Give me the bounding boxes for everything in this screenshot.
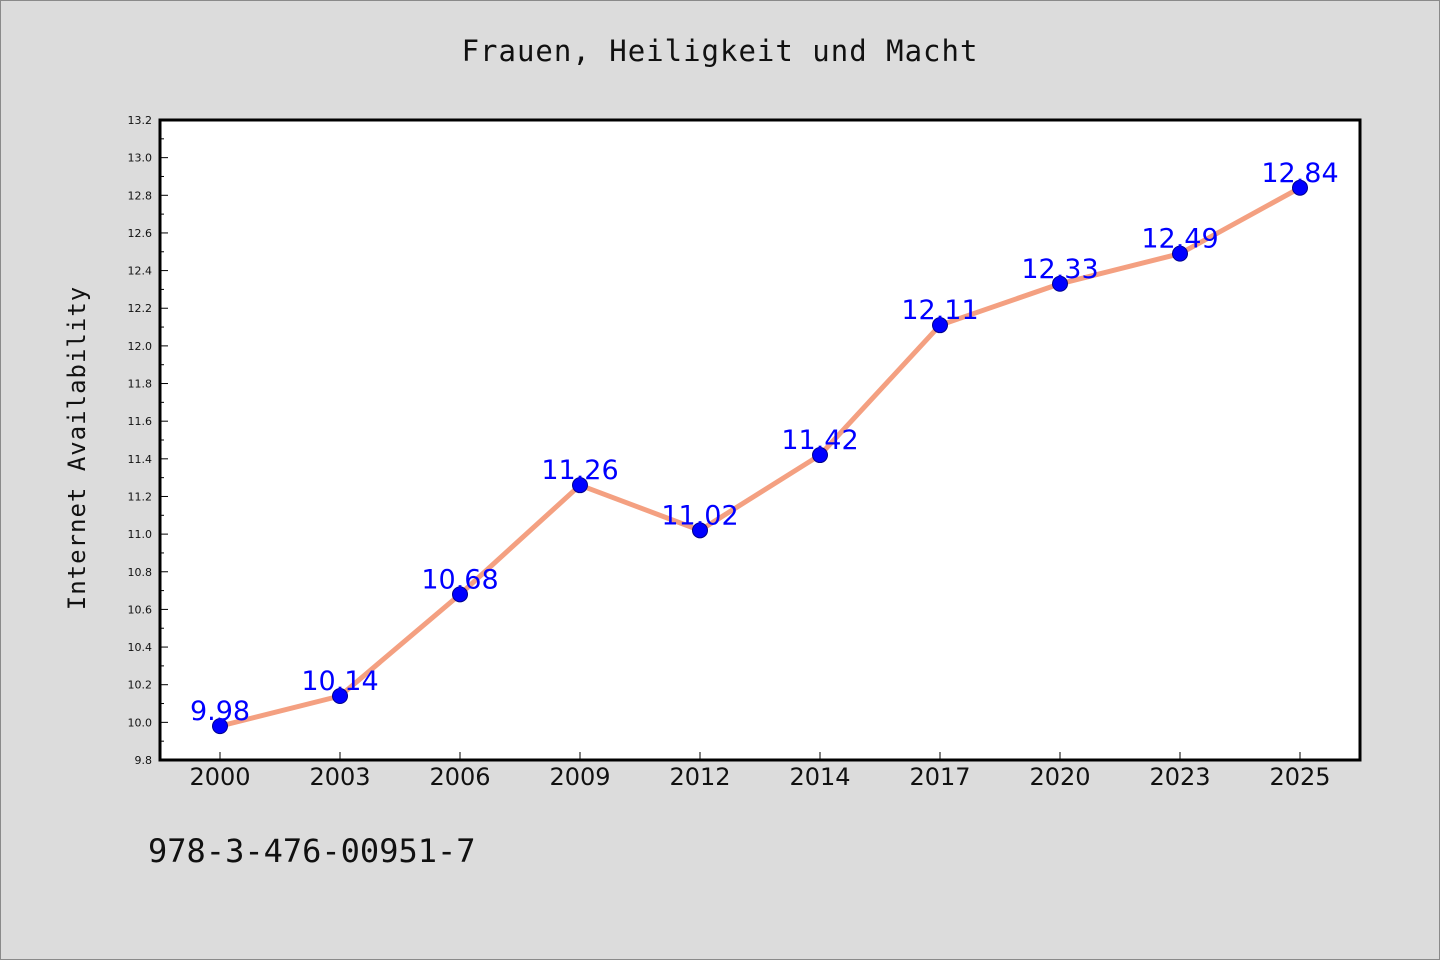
x-tick-label: 2003	[309, 763, 370, 791]
x-tick-label: 2023	[1149, 763, 1210, 791]
y-tick-label: 12.6	[128, 227, 153, 240]
y-tick-label: 11.0	[128, 528, 153, 541]
y-tick-label: 10.6	[128, 603, 153, 616]
data-label: 12.33	[1021, 254, 1098, 285]
series-line-group	[219, 185, 1302, 729]
data-point	[1292, 179, 1308, 196]
x-tick-label: 2000	[189, 763, 250, 791]
data-label: 12.49	[1141, 224, 1218, 255]
chart-title: Frauen, Heiligkeit und Macht	[461, 34, 979, 68]
data-point	[1172, 245, 1188, 262]
data-point	[1052, 275, 1068, 292]
data-label: 10.14	[301, 666, 378, 697]
marker-group	[212, 179, 1308, 735]
y-tick-label: 12.4	[128, 265, 153, 278]
x-tick-label: 2012	[669, 763, 730, 791]
y-tick-label: 13.0	[128, 152, 153, 165]
x-tick-label: 2006	[429, 763, 490, 791]
data-point	[452, 586, 468, 603]
x-tick-label: 2020	[1029, 763, 1090, 791]
data-label: 11.42	[781, 425, 858, 456]
x-tick-label: 2009	[549, 763, 610, 791]
data-label: 12.84	[1261, 158, 1338, 189]
y-tick-label: 10.4	[128, 641, 153, 654]
y-tick-label: 13.2	[128, 114, 153, 127]
series-line	[219, 185, 1302, 729]
data-label: 10.68	[421, 564, 498, 595]
data-label: 9.98	[190, 696, 250, 727]
y-tick-label: 9.8	[135, 754, 153, 767]
x-axis: 2000 2003 2006 2009 2012 2014 2017 2020 2023 2025	[189, 752, 1331, 791]
x-tick-label: 2014	[789, 763, 850, 791]
data-label-group: 9.98 10.14 10.68 11.26 11.02 11.42 12.11 12.33 1…	[190, 158, 1339, 727]
data-label: 11.02	[661, 500, 738, 531]
y-tick-label: 11.6	[128, 415, 153, 428]
data-point	[932, 317, 948, 334]
y-tick-label: 11.4	[128, 453, 153, 466]
y-tick-label: 12.0	[128, 340, 153, 353]
y-tick-label: 12.8	[128, 189, 153, 202]
x-tick-label: 2025	[1269, 763, 1330, 791]
y-tick-label: 10.0	[128, 716, 153, 729]
data-point	[692, 522, 708, 539]
data-label: 11.26	[541, 455, 618, 486]
y-tick-label: 11.2	[128, 490, 153, 503]
y-tick-label: 11.8	[128, 378, 153, 391]
y-tick-label: 10.8	[128, 566, 153, 579]
data-point	[572, 477, 588, 494]
y-axis-label: Internet Availability	[63, 286, 91, 610]
y-axis: 9.8 10.0 10.2 10.4 10.6 10.8 11.0 11.2 11.4 11.6 1…	[128, 114, 168, 767]
data-point	[332, 688, 348, 704]
footer-code: 978-3-476-00951-7	[148, 832, 476, 870]
y-tick-label: 10.2	[128, 679, 153, 692]
data-point	[212, 718, 228, 735]
plot-area	[158, 118, 1362, 762]
x-tick-label: 2017	[909, 763, 970, 791]
data-point	[812, 447, 828, 464]
data-label: 12.11	[901, 295, 978, 326]
y-tick-label: 12.2	[128, 302, 153, 315]
